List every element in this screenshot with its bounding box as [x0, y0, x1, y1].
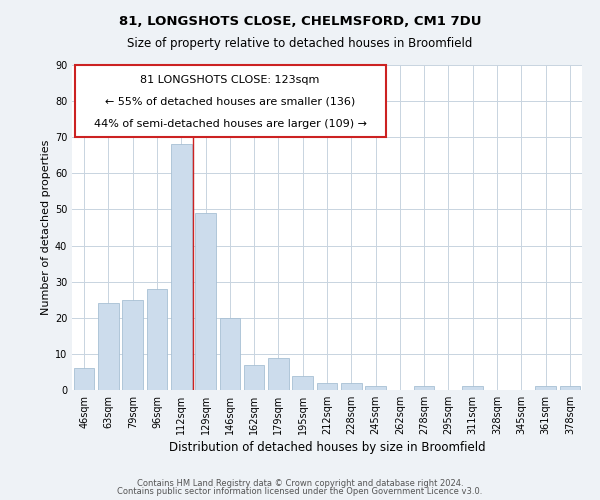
Text: 44% of semi-detached houses are larger (109) →: 44% of semi-detached houses are larger (… — [94, 119, 367, 129]
Text: 81 LONGSHOTS CLOSE: 123sqm: 81 LONGSHOTS CLOSE: 123sqm — [140, 74, 320, 85]
Text: Contains HM Land Registry data © Crown copyright and database right 2024.: Contains HM Land Registry data © Crown c… — [137, 478, 463, 488]
Bar — [195, 213, 216, 390]
Bar — [268, 358, 289, 390]
Text: Size of property relative to detached houses in Broomfield: Size of property relative to detached ho… — [127, 38, 473, 51]
Bar — [560, 386, 580, 390]
Bar — [244, 364, 265, 390]
Bar — [365, 386, 386, 390]
Bar — [463, 386, 483, 390]
Bar — [414, 386, 434, 390]
Bar — [220, 318, 240, 390]
Text: Contains public sector information licensed under the Open Government Licence v3: Contains public sector information licen… — [118, 487, 482, 496]
Bar — [341, 383, 362, 390]
Text: ← 55% of detached houses are smaller (136): ← 55% of detached houses are smaller (13… — [105, 97, 355, 107]
Y-axis label: Number of detached properties: Number of detached properties — [41, 140, 50, 315]
Bar — [98, 304, 119, 390]
Bar — [146, 289, 167, 390]
Bar — [535, 386, 556, 390]
X-axis label: Distribution of detached houses by size in Broomfield: Distribution of detached houses by size … — [169, 441, 485, 454]
Bar — [122, 300, 143, 390]
FancyBboxPatch shape — [74, 65, 386, 136]
Text: 81, LONGSHOTS CLOSE, CHELMSFORD, CM1 7DU: 81, LONGSHOTS CLOSE, CHELMSFORD, CM1 7DU — [119, 15, 481, 28]
Bar — [74, 368, 94, 390]
Bar — [292, 376, 313, 390]
Bar — [317, 383, 337, 390]
Bar — [171, 144, 191, 390]
